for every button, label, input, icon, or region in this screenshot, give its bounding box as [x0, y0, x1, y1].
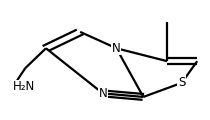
- Text: H₂N: H₂N: [13, 81, 35, 93]
- Text: S: S: [178, 76, 185, 89]
- Text: —: —: [155, 12, 179, 22]
- Text: N: N: [98, 87, 107, 100]
- Text: N: N: [112, 42, 121, 55]
